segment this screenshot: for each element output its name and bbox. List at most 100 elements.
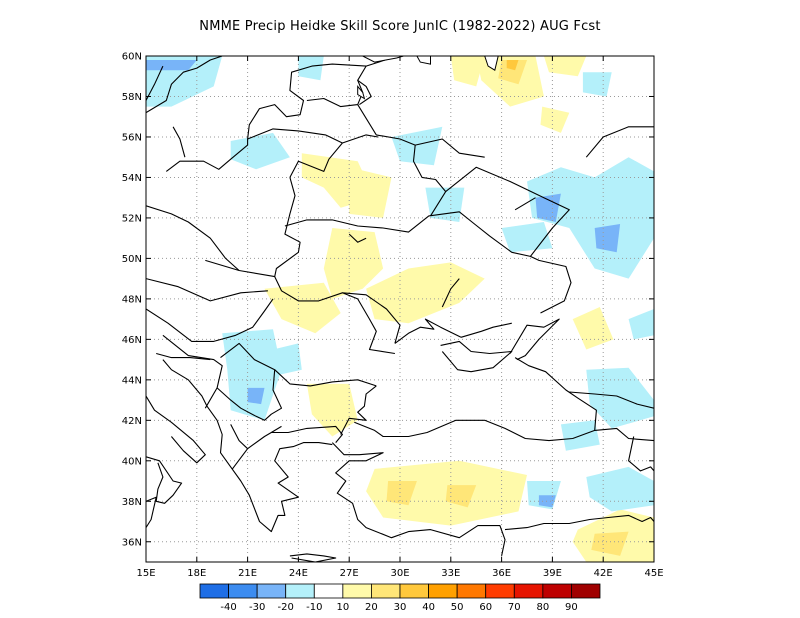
border-line-17: [274, 177, 301, 277]
colorbar-label-1: -30: [249, 602, 265, 613]
border-line-31: [504, 514, 654, 531]
border-line-23: [156, 352, 211, 361]
lat-tick-label-3: 42N: [122, 416, 142, 427]
lon-tick-label-6: 33E: [441, 568, 460, 579]
lon-tick-label-0: 15E: [136, 568, 155, 579]
lon-tick-label-1: 18E: [187, 568, 206, 579]
lat-tick-label-2: 40N: [122, 456, 142, 467]
skill-region-15: [591, 531, 629, 556]
skill-region-14: [445, 485, 477, 508]
skill-region-5: [306, 383, 358, 437]
skill-region-21: [391, 126, 443, 166]
border-line-44: [514, 197, 536, 211]
lon-tick-label-7: 36E: [492, 568, 511, 579]
lon-tick-label-2: 21E: [238, 568, 257, 579]
skill-region-34: [594, 224, 621, 253]
colorbar-swatch-4: [313, 583, 344, 599]
border-line-36: [415, 138, 485, 158]
border-line-20: [357, 65, 372, 106]
border-line-39: [219, 434, 333, 533]
skill-region-9: [450, 56, 485, 87]
border-line-34: [628, 436, 654, 472]
border-line-11: [271, 425, 343, 443]
colorbar-label-11: 80: [536, 602, 549, 613]
skill-region-2: [323, 228, 384, 299]
border-line-29: [394, 318, 462, 344]
lake-outline-2: [357, 85, 366, 100]
colorbar-label-4: 10: [336, 602, 349, 613]
colorbar-label-3: -10: [306, 602, 322, 613]
lat-tick-label-12: 60N: [122, 52, 142, 63]
skill-region-6: [366, 460, 527, 526]
skill-region-37: [538, 495, 556, 508]
skill-region-3: [264, 282, 341, 334]
border-line-2: [247, 56, 404, 140]
colorbar-label-6: 30: [394, 602, 407, 613]
skill-region-22: [425, 187, 465, 222]
lat-tick-label-1: 38N: [122, 497, 142, 508]
border-line-10: [274, 369, 377, 387]
skill-region-17: [506, 60, 519, 71]
border-line-16: [306, 80, 364, 108]
lat-tick-label-4: 44N: [122, 375, 142, 386]
colorbar-label-12: 90: [565, 602, 578, 613]
colorbar-swatch-12: [542, 583, 572, 599]
border-line-26: [509, 318, 560, 361]
axis-ticks: 15E 18E 21E 24E 27E 30E 33E 36E 39E 42E 45E 36N 38N 4…: [122, 52, 664, 580]
border-line-46: [146, 65, 164, 101]
skill-regions: [146, 56, 654, 562]
colorbar-swatch-13: [571, 583, 601, 599]
map-title: NMME Precip Heidke Skill Score JunIC (19…: [199, 19, 601, 34]
lake-outline-0: [416, 56, 431, 65]
border-line-33: [569, 391, 654, 409]
skill-region-16: [498, 60, 527, 85]
lon-tick-label-4: 27E: [340, 568, 359, 579]
skill-region-19: [230, 132, 290, 170]
colorbar-swatch-7: [399, 583, 429, 599]
colorbar-swatch-2: [256, 583, 287, 599]
skill-region-12: [540, 106, 570, 133]
border-line-0: [146, 56, 223, 114]
border-line-15: [247, 128, 343, 144]
lat-tick-label-7: 50N: [122, 254, 142, 265]
border-line-24: [162, 359, 223, 435]
border-line-43: [441, 278, 460, 308]
colorbar-label-5: 20: [365, 602, 378, 613]
skill-region-4: [366, 262, 485, 324]
border-line-41: [146, 496, 157, 528]
border-line-5: [205, 259, 401, 344]
border-line-45: [585, 126, 654, 158]
lat-tick-label-5: 46N: [122, 335, 142, 346]
colorbar-label-8: 50: [451, 602, 464, 613]
lon-tick-label-3: 24E: [289, 568, 308, 579]
lake-outline-3: [337, 56, 404, 63]
coastlines-and-borders: [146, 56, 654, 562]
lat-tick-label-8: 52N: [122, 213, 142, 224]
lon-tick-label-5: 30E: [390, 568, 409, 579]
skill-region-10: [543, 56, 587, 77]
map-plot-area: [146, 56, 654, 562]
border-line-1: [172, 126, 186, 158]
grid-lines: [146, 56, 654, 562]
border-line-21: [342, 292, 395, 355]
colorbar-label-9: 60: [479, 602, 492, 613]
lat-tick-label-0: 36N: [122, 537, 142, 548]
lon-tick-label-9: 42E: [594, 568, 613, 579]
lat-tick-label-11: 58N: [122, 92, 142, 103]
colorbar-label-7: 40: [422, 602, 435, 613]
border-line-3: [165, 139, 249, 172]
border-line-42: [348, 233, 367, 243]
border-line-7: [146, 298, 274, 342]
colorbar-swatch-10: [485, 583, 515, 599]
colorbar-swatch-0: [199, 583, 229, 599]
colorbar: -40 -30 -20 -10 10 20 30 40 50 60 70 80 90: [199, 583, 601, 613]
border-line-30: [331, 442, 506, 557]
border-line-32: [594, 427, 654, 442]
lon-tick-label-8: 39E: [543, 568, 562, 579]
border-line-38: [146, 395, 206, 464]
border-line-13: [247, 425, 282, 450]
skill-region-27: [586, 367, 654, 429]
skill-region-25: [222, 329, 282, 421]
colorbar-label-2: -20: [278, 602, 294, 613]
